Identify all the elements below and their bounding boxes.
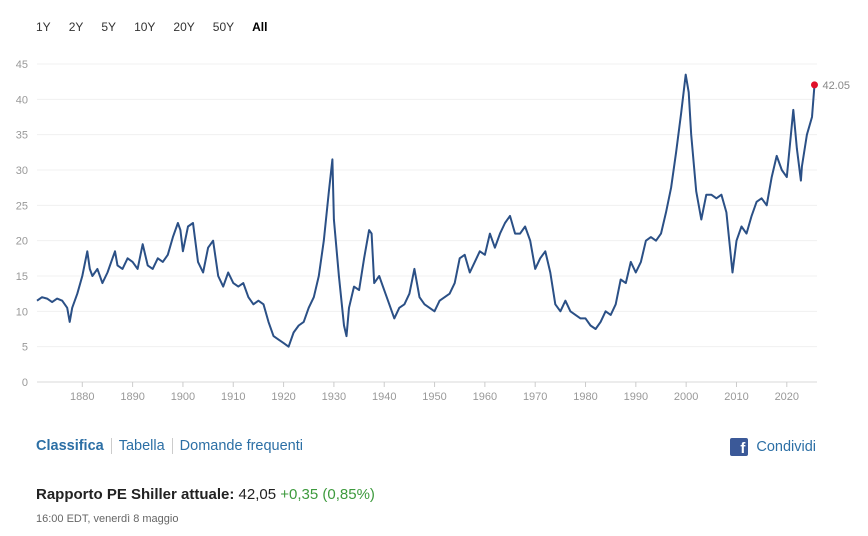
x-tick-label: 1960 bbox=[473, 391, 497, 403]
range-button-2y[interactable]: 2Y bbox=[68, 20, 84, 34]
x-tick-label: 1990 bbox=[624, 391, 648, 403]
range-button-20y[interactable]: 20Y bbox=[173, 20, 195, 34]
current-value-line: Rapporto PE Shiller attuale: 42,05 +0,35… bbox=[36, 486, 375, 503]
y-tick-label: 15 bbox=[16, 271, 28, 283]
divider bbox=[110, 438, 112, 454]
x-tick-label: 1980 bbox=[573, 391, 597, 403]
share-button[interactable]: f Condividi bbox=[730, 438, 816, 457]
y-tick-label: 10 bbox=[16, 306, 28, 318]
shiller-pe-chart: 0 5 10 15 20 25 30 35 40 45 1880 1890 1900 1910 1920 19… bbox=[16, 59, 850, 403]
x-tick-label: 1900 bbox=[171, 391, 195, 403]
series-line bbox=[36, 73, 816, 348]
x-tick-label: 1920 bbox=[271, 391, 295, 403]
x-tick-label: 1910 bbox=[221, 391, 245, 403]
x-tick-label: 2000 bbox=[674, 391, 698, 403]
y-tick-label: 30 bbox=[16, 165, 28, 177]
tab-domande-frequenti[interactable]: Domande frequenti bbox=[179, 438, 303, 454]
y-tick-label: 25 bbox=[16, 200, 28, 212]
current-value: 42,05 bbox=[238, 486, 277, 503]
facebook-icon[interactable]: f bbox=[730, 438, 749, 457]
range-button-1y[interactable]: 1Y bbox=[36, 20, 51, 34]
tab-classifica[interactable]: Classifica bbox=[36, 438, 104, 454]
y-tick-label: 45 bbox=[16, 59, 28, 71]
x-tick-label: 1930 bbox=[322, 391, 346, 403]
current-change: +0,35 (0,85%) bbox=[280, 486, 375, 503]
current-label: Rapporto PE Shiller attuale: bbox=[36, 486, 235, 503]
divider bbox=[171, 438, 173, 454]
x-tick-label: 1880 bbox=[70, 391, 94, 403]
x-tick-label: 1940 bbox=[372, 391, 396, 403]
range-button-10y[interactable]: 10Y bbox=[134, 20, 156, 34]
tab-tabella[interactable]: Tabella bbox=[118, 438, 165, 454]
x-tick-label: 2020 bbox=[775, 391, 799, 403]
x-tick-label: 1950 bbox=[422, 391, 446, 403]
last-value-label: 42.05 bbox=[822, 80, 850, 92]
timestamp: 16:00 EDT, venerdì 8 maggio bbox=[36, 513, 179, 525]
y-tick-label: 20 bbox=[16, 236, 28, 248]
x-tick-label: 2010 bbox=[724, 391, 748, 403]
y-tick-label: 35 bbox=[16, 130, 28, 142]
range-button-50y[interactable]: 50Y bbox=[212, 20, 235, 34]
y-tick-label: 0 bbox=[22, 377, 28, 389]
last-value-marker bbox=[810, 81, 818, 89]
y-tick-label: 5 bbox=[22, 342, 28, 354]
chart-nav: Classifica Tabella Domande frequenti bbox=[36, 438, 303, 454]
range-button-all[interactable]: All bbox=[252, 20, 268, 34]
range-selector: 1Y 2Y 5Y 10Y 20Y 50Y All bbox=[36, 20, 285, 34]
range-button-5y[interactable]: 5Y bbox=[101, 20, 117, 34]
share-label[interactable]: Condividi bbox=[756, 439, 816, 455]
x-tick-label: 1970 bbox=[523, 391, 547, 403]
x-tick-label: 1890 bbox=[120, 391, 144, 403]
y-tick-label: 40 bbox=[16, 94, 28, 106]
